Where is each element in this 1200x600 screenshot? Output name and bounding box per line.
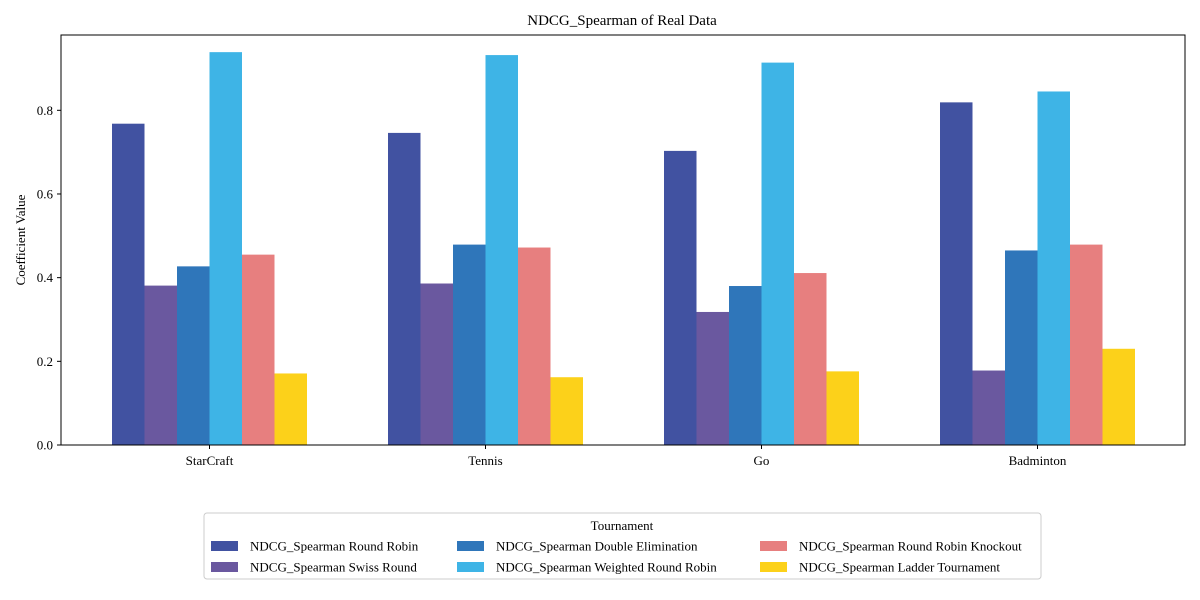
bar-4-badminton	[1037, 91, 1070, 445]
legend-label: NDCG_Spearman Swiss Round	[250, 560, 417, 575]
x-tick-label: StarCraft	[186, 453, 234, 468]
bar-5-tennis	[518, 247, 551, 445]
x-tick-label: Tennis	[468, 453, 502, 468]
y-tick-label: 0.2	[37, 354, 53, 369]
legend: Tournament NDCG_Spearman Round Robin NDCG…	[203, 512, 1042, 580]
x-tick-label: Badminton	[1009, 453, 1067, 468]
y-tick-label: 0.4	[37, 270, 54, 285]
legend-swatch	[211, 541, 238, 551]
legend-label: NDCG_Spearman Round Robin Knockout	[799, 539, 1022, 554]
y-tick-label: 0.6	[37, 186, 54, 201]
bar-1-tennis	[388, 132, 421, 445]
bar-6-badminton	[1102, 348, 1135, 445]
legend-title: Tournament	[591, 518, 654, 533]
bar-4-go	[761, 62, 794, 446]
bar-3-badminton	[1005, 250, 1038, 445]
legend-swatch	[760, 541, 787, 551]
bar-1-badminton	[940, 102, 973, 446]
legend-swatch	[457, 562, 484, 572]
bar-2-go	[696, 311, 729, 445]
bar-1-go	[664, 150, 697, 445]
bar-2-starcraft	[144, 285, 177, 445]
y-tick-label: 0.0	[37, 438, 53, 453]
legend-label: NDCG_Spearman Ladder Tournament	[799, 560, 1000, 575]
bar-3-starcraft	[177, 266, 210, 445]
legend-swatch	[211, 562, 238, 572]
bar-5-go	[794, 273, 827, 445]
bar-1-starcraft	[112, 123, 145, 445]
bar-3-go	[729, 286, 762, 445]
bar-5-starcraft	[242, 254, 275, 445]
chart-title: NDCG_Spearman of Real Data	[527, 13, 717, 29]
bar-6-go	[826, 371, 859, 445]
x-tick-label: Go	[754, 453, 770, 468]
bar-4-tennis	[485, 55, 518, 445]
bar-4-starcraft	[209, 52, 242, 446]
legend-swatch	[760, 562, 787, 572]
bar-6-starcraft	[274, 373, 307, 445]
y-tick-label: 0.8	[37, 103, 53, 118]
x-axis: StarCraft Tennis Go Badminton	[186, 445, 1067, 468]
bar-2-badminton	[972, 370, 1005, 445]
bar-2-tennis	[420, 283, 453, 445]
bar-3-tennis	[453, 244, 486, 445]
legend-swatch	[457, 541, 484, 551]
bar-6-tennis	[550, 377, 583, 445]
plot-frame	[60, 34, 1186, 446]
legend-label: NDCG_Spearman Double Elimination	[496, 539, 698, 554]
bar-5-badminton	[1070, 244, 1103, 445]
legend-label: NDCG_Spearman Round Robin	[250, 539, 419, 554]
legend-frame	[203, 512, 1042, 580]
y-axis: 0.0 0.2 0.4 0.6 0.8	[37, 103, 61, 453]
y-axis-label: Coefficient Value	[13, 194, 28, 285]
legend-label: NDCG_Spearman Weighted Round Robin	[496, 560, 717, 575]
bars-group	[112, 52, 1135, 446]
